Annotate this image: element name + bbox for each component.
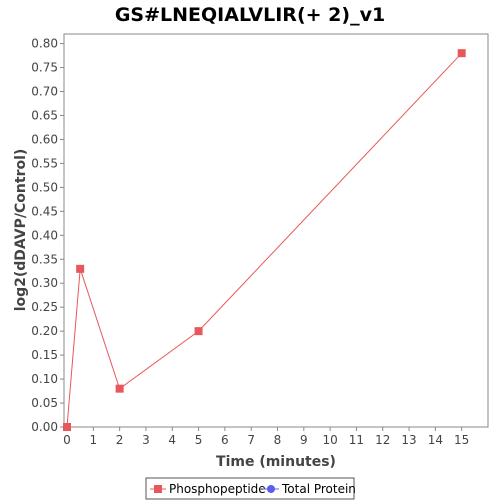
chart-title: GS#LNEQIALVLIR(+ 2)_v1: [115, 4, 385, 26]
x-tick-label: 6: [221, 433, 229, 447]
x-tick-label: 15: [454, 433, 469, 447]
x-tick-label: 11: [349, 433, 364, 447]
x-tick-label: 13: [401, 433, 416, 447]
y-tick-label: 0.35: [31, 252, 58, 266]
data-point: [63, 423, 71, 431]
legend-marker-total-protein: [267, 485, 275, 493]
x-tick-label: 3: [142, 433, 150, 447]
x-axis-ticks: 0 1 2 3 4 5 6 7 8 9 10 11 12 13 14 15: [63, 427, 469, 447]
y-tick-label: 0.75: [31, 61, 58, 75]
y-tick-label: 0.45: [31, 204, 58, 218]
x-tick-label: 1: [89, 433, 97, 447]
data-point: [194, 327, 203, 336]
y-tick-label: 0.60: [31, 132, 58, 146]
x-tick-label: 12: [375, 433, 390, 447]
x-axis-label: Time (minutes): [216, 454, 336, 470]
y-tick-label: 0.40: [31, 228, 58, 242]
y-tick-label: 0.25: [31, 300, 58, 314]
data-point: [115, 384, 124, 393]
y-tick-label: 0.00: [31, 420, 58, 434]
legend-label-phosphopeptide: Phosphopeptide: [169, 482, 266, 496]
series-layer: [63, 49, 466, 431]
y-tick-label: 0.10: [31, 372, 58, 386]
data-point: [76, 264, 85, 273]
x-tick-label: 9: [300, 433, 308, 447]
legend-marker-phosphopeptide: [154, 485, 162, 493]
x-tick-label: 8: [274, 433, 282, 447]
y-tick-label: 0.20: [31, 324, 58, 338]
y-tick-label: 0.70: [31, 85, 58, 99]
legend-label-total-protein: Total Protein: [281, 482, 356, 496]
y-tick-label: 0.80: [31, 37, 58, 51]
x-tick-label: 5: [195, 433, 203, 447]
x-tick-label: 7: [247, 433, 255, 447]
y-axis-ticks: 0.00 0.05 0.10 0.15 0.20 0.25 0.30 0.35 0.40 0.45…: [31, 37, 64, 434]
data-point: [457, 49, 466, 58]
y-tick-label: 0.50: [31, 180, 58, 194]
x-tick-label: 14: [428, 433, 443, 447]
y-tick-label: 0.55: [31, 156, 58, 170]
y-tick-label: 0.30: [31, 276, 58, 290]
legend-box: [145, 477, 355, 500]
y-tick-label: 0.15: [31, 348, 58, 362]
x-tick-label: 10: [322, 433, 337, 447]
y-axis-label: log2(dDAVP/Control): [13, 149, 29, 312]
x-tick-label: 4: [168, 433, 176, 447]
y-tick-label: 0.05: [31, 396, 58, 410]
y-tick-label: 0.65: [31, 108, 58, 122]
x-tick-label: 2: [116, 433, 124, 447]
x-tick-label: 0: [63, 433, 71, 447]
legend: Phosphopeptide Total Protein: [145, 477, 356, 500]
